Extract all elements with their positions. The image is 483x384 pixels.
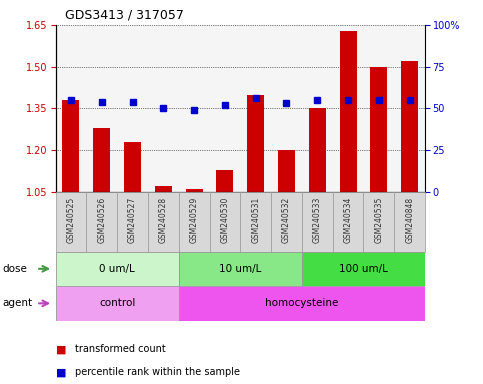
Bar bbox=[309, 108, 326, 192]
Bar bbox=[56, 192, 86, 252]
Bar bbox=[86, 192, 117, 252]
Bar bbox=[179, 192, 210, 252]
Bar bbox=[62, 100, 79, 192]
Text: GSM240535: GSM240535 bbox=[374, 197, 384, 243]
Text: agent: agent bbox=[2, 298, 32, 308]
Bar bbox=[271, 192, 302, 252]
Text: 100 um/L: 100 um/L bbox=[339, 264, 388, 274]
Text: ■: ■ bbox=[56, 367, 66, 377]
Bar bbox=[93, 128, 110, 192]
Text: GSM240525: GSM240525 bbox=[67, 197, 75, 243]
Bar bbox=[148, 192, 179, 252]
Text: GSM240529: GSM240529 bbox=[190, 197, 199, 243]
Text: GSM240530: GSM240530 bbox=[220, 197, 229, 243]
Bar bbox=[364, 192, 394, 252]
Bar bbox=[56, 286, 179, 321]
Bar bbox=[179, 252, 302, 286]
Text: GSM240526: GSM240526 bbox=[97, 197, 106, 243]
Text: GSM240533: GSM240533 bbox=[313, 197, 322, 243]
Bar bbox=[155, 187, 172, 192]
Bar bbox=[278, 150, 295, 192]
Text: GDS3413 / 317057: GDS3413 / 317057 bbox=[65, 8, 184, 21]
Bar bbox=[302, 192, 333, 252]
Text: control: control bbox=[99, 298, 135, 308]
Bar bbox=[401, 61, 418, 192]
Text: 10 um/L: 10 um/L bbox=[219, 264, 261, 274]
Text: GSM240534: GSM240534 bbox=[343, 197, 353, 243]
Text: dose: dose bbox=[2, 264, 28, 274]
Text: GSM240532: GSM240532 bbox=[282, 197, 291, 243]
Bar bbox=[370, 67, 387, 192]
Bar bbox=[210, 192, 240, 252]
Text: GSM240527: GSM240527 bbox=[128, 197, 137, 243]
Bar bbox=[333, 192, 364, 252]
Text: transformed count: transformed count bbox=[75, 344, 166, 354]
Bar bbox=[247, 94, 264, 192]
Text: homocysteine: homocysteine bbox=[265, 298, 339, 308]
Bar bbox=[56, 252, 179, 286]
Bar bbox=[340, 31, 356, 192]
Bar bbox=[302, 252, 425, 286]
Bar bbox=[394, 192, 425, 252]
Text: GSM240531: GSM240531 bbox=[251, 197, 260, 243]
Bar bbox=[124, 142, 141, 192]
Bar bbox=[185, 189, 202, 192]
Text: GSM240848: GSM240848 bbox=[405, 197, 414, 243]
Text: GSM240528: GSM240528 bbox=[159, 197, 168, 243]
Bar bbox=[117, 192, 148, 252]
Bar bbox=[216, 170, 233, 192]
Text: 0 um/L: 0 um/L bbox=[99, 264, 135, 274]
Text: percentile rank within the sample: percentile rank within the sample bbox=[75, 367, 240, 377]
Text: ■: ■ bbox=[56, 344, 66, 354]
Bar bbox=[179, 286, 425, 321]
Bar bbox=[240, 192, 271, 252]
